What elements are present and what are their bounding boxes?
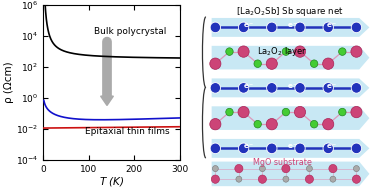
Circle shape: [210, 22, 220, 33]
Text: e$^-$: e$^-$: [326, 142, 337, 151]
Text: e$^-$: e$^-$: [243, 82, 255, 91]
Circle shape: [210, 83, 220, 93]
Circle shape: [352, 175, 360, 183]
Circle shape: [266, 58, 278, 69]
Text: e$^-$: e$^-$: [286, 142, 298, 151]
Circle shape: [354, 166, 359, 172]
Circle shape: [282, 108, 290, 116]
Polygon shape: [211, 78, 369, 97]
Circle shape: [210, 58, 221, 69]
Circle shape: [310, 120, 318, 128]
Circle shape: [351, 22, 361, 33]
Text: e$^-$: e$^-$: [286, 21, 298, 30]
Circle shape: [282, 164, 290, 173]
Circle shape: [305, 175, 314, 183]
Circle shape: [339, 48, 346, 55]
Text: e$^-$: e$^-$: [326, 82, 337, 91]
Text: La$_2$O$_2$ layer: La$_2$O$_2$ layer: [257, 46, 307, 58]
Circle shape: [295, 143, 305, 154]
Circle shape: [351, 83, 361, 93]
Circle shape: [294, 46, 306, 57]
Circle shape: [211, 175, 219, 183]
Circle shape: [282, 48, 290, 55]
Circle shape: [258, 175, 267, 183]
Circle shape: [323, 83, 333, 93]
Circle shape: [210, 119, 221, 130]
Circle shape: [283, 176, 289, 182]
Circle shape: [267, 22, 277, 33]
FancyArrow shape: [100, 96, 113, 105]
Circle shape: [295, 83, 305, 93]
Circle shape: [322, 119, 334, 130]
Circle shape: [329, 164, 337, 173]
Circle shape: [330, 176, 336, 182]
Polygon shape: [211, 18, 369, 37]
Circle shape: [236, 176, 242, 182]
Circle shape: [238, 143, 249, 154]
Polygon shape: [211, 106, 369, 130]
Polygon shape: [211, 46, 369, 70]
Circle shape: [210, 143, 220, 154]
Text: Bulk polycrystal: Bulk polycrystal: [94, 27, 166, 36]
Text: Epitaxial thin films: Epitaxial thin films: [85, 127, 170, 136]
Circle shape: [322, 58, 334, 69]
Text: e$^-$: e$^-$: [326, 21, 337, 30]
Circle shape: [235, 164, 243, 173]
Circle shape: [339, 108, 346, 116]
Circle shape: [294, 106, 306, 118]
Y-axis label: ρ (Ωcm): ρ (Ωcm): [4, 61, 14, 103]
Circle shape: [238, 83, 249, 93]
Circle shape: [267, 83, 277, 93]
Circle shape: [238, 46, 249, 57]
Text: MgO substrate: MgO substrate: [253, 158, 312, 167]
Circle shape: [238, 22, 249, 33]
Circle shape: [323, 143, 333, 154]
Circle shape: [351, 143, 361, 154]
Text: [La$_2$O$_2$Sb] Sb square net: [La$_2$O$_2$Sb] Sb square net: [236, 5, 344, 18]
Circle shape: [351, 106, 362, 118]
Circle shape: [323, 22, 333, 33]
Circle shape: [267, 143, 277, 154]
Polygon shape: [211, 139, 369, 158]
X-axis label: $T$ (K): $T$ (K): [99, 175, 124, 188]
Circle shape: [351, 46, 362, 57]
Circle shape: [212, 166, 218, 172]
Text: e$^-$: e$^-$: [243, 21, 255, 30]
Circle shape: [266, 119, 278, 130]
Circle shape: [306, 166, 312, 172]
Circle shape: [226, 108, 233, 116]
Circle shape: [254, 120, 261, 128]
Text: e$^-$: e$^-$: [243, 142, 255, 151]
Polygon shape: [211, 162, 369, 186]
Circle shape: [254, 60, 261, 67]
Circle shape: [226, 48, 233, 55]
Circle shape: [295, 22, 305, 33]
Circle shape: [238, 106, 249, 118]
Text: e$^-$: e$^-$: [286, 82, 298, 91]
Circle shape: [310, 60, 318, 67]
Circle shape: [260, 166, 266, 172]
